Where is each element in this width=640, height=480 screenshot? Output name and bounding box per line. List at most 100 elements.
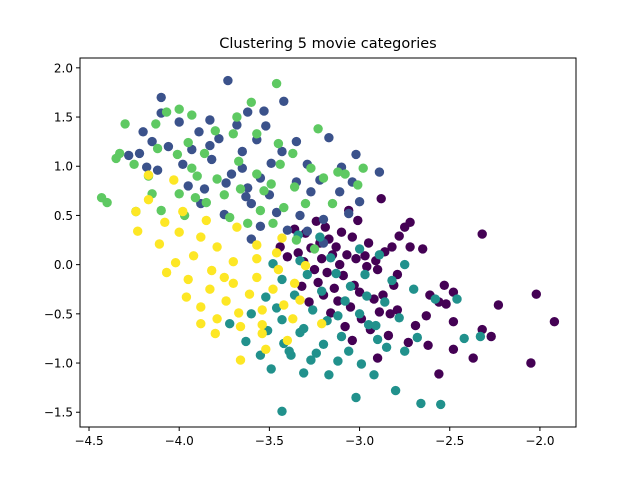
data-point xyxy=(302,226,312,236)
data-point xyxy=(309,264,320,275)
data-point xyxy=(160,217,170,227)
data-point xyxy=(468,353,478,363)
data-point xyxy=(293,248,303,258)
data-point xyxy=(221,296,231,306)
data-point xyxy=(327,198,338,209)
data-point xyxy=(142,162,152,172)
data-point xyxy=(390,385,401,396)
data-point xyxy=(277,406,287,416)
data-point xyxy=(333,356,343,366)
data-point xyxy=(324,370,334,380)
series-4 xyxy=(131,170,327,365)
data-point xyxy=(187,163,197,173)
data-point xyxy=(271,78,282,89)
data-point xyxy=(311,216,321,226)
data-point xyxy=(282,335,293,346)
data-point xyxy=(300,198,311,209)
data-point xyxy=(372,334,383,345)
data-point xyxy=(311,348,321,358)
data-point xyxy=(439,280,449,290)
data-point xyxy=(392,305,403,315)
data-point xyxy=(163,141,174,152)
data-point xyxy=(410,320,421,331)
data-point xyxy=(156,205,166,216)
data-point xyxy=(174,104,184,114)
data-point xyxy=(147,136,157,147)
data-point xyxy=(356,359,367,369)
data-point xyxy=(212,174,222,184)
data-point xyxy=(421,311,431,321)
data-point xyxy=(266,158,276,168)
data-point xyxy=(394,313,404,323)
y-tick-label: 0.0 xyxy=(54,258,73,272)
data-point xyxy=(266,179,276,189)
data-point xyxy=(170,258,181,268)
data-point xyxy=(351,149,361,160)
y-tick-label: 0.5 xyxy=(54,209,73,223)
x-tick-label: −4.5 xyxy=(74,434,103,448)
data-point xyxy=(418,244,428,254)
data-point xyxy=(232,112,242,122)
data-point xyxy=(354,244,365,254)
data-point xyxy=(271,303,282,313)
data-point xyxy=(338,270,348,281)
data-point xyxy=(372,264,383,275)
data-point xyxy=(302,269,312,280)
data-point xyxy=(394,231,404,241)
data-point xyxy=(183,274,193,285)
data-point xyxy=(133,226,143,236)
data-point xyxy=(331,242,341,252)
data-point xyxy=(259,186,269,196)
data-point xyxy=(313,124,323,134)
data-point xyxy=(225,212,235,223)
data-point xyxy=(362,261,372,272)
y-axis: −1.5 −1.0 −0.5 0.0 0.5 1.0 1.5 2.0 xyxy=(44,61,80,420)
data-point xyxy=(304,297,314,307)
data-point xyxy=(295,295,305,305)
data-point xyxy=(434,369,444,379)
data-point xyxy=(235,321,246,332)
data-point xyxy=(358,163,368,173)
data-point xyxy=(477,229,487,239)
data-point xyxy=(174,117,184,127)
data-point xyxy=(210,126,220,136)
data-point xyxy=(299,323,309,334)
data-point xyxy=(192,171,202,181)
data-point xyxy=(275,159,285,169)
data-point xyxy=(261,292,271,302)
data-point xyxy=(252,240,262,250)
data-point xyxy=(318,339,329,349)
data-point xyxy=(475,331,486,342)
data-point xyxy=(268,284,278,294)
data-point xyxy=(331,268,341,279)
data-point xyxy=(201,215,211,226)
series-1 xyxy=(124,75,385,248)
data-point xyxy=(194,127,204,137)
data-point xyxy=(297,281,307,291)
data-point xyxy=(161,107,172,117)
data-point xyxy=(291,235,302,245)
data-point xyxy=(363,238,374,248)
data-point xyxy=(526,358,536,368)
data-point xyxy=(344,346,354,356)
data-point xyxy=(354,309,365,319)
data-point xyxy=(279,96,289,107)
data-point xyxy=(374,167,385,177)
data-point xyxy=(169,175,179,185)
data-point xyxy=(261,344,271,354)
data-point xyxy=(416,398,426,409)
data-point xyxy=(360,251,370,261)
data-point xyxy=(306,163,316,173)
data-point xyxy=(237,146,247,157)
series-2 xyxy=(225,230,486,416)
data-point xyxy=(423,340,433,350)
data-point xyxy=(234,308,244,318)
data-point xyxy=(243,183,253,193)
data-point xyxy=(212,314,222,324)
data-point xyxy=(161,267,172,278)
data-point xyxy=(156,92,166,103)
data-point xyxy=(353,215,363,226)
x-tick-label: −2.5 xyxy=(435,434,464,448)
data-point xyxy=(178,159,188,169)
